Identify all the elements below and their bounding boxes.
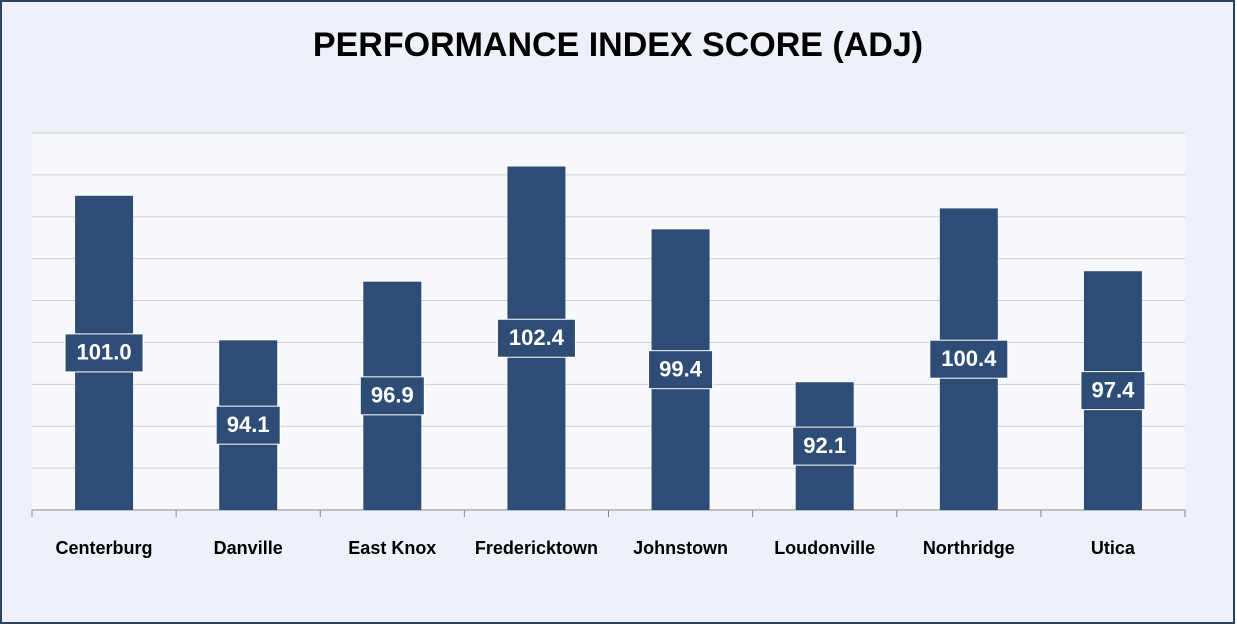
x-tick-label: Northridge (923, 538, 1015, 558)
data-label-box (64, 333, 144, 373)
x-tick-label: Centerburg (56, 538, 153, 558)
x-tick-label: East Knox (348, 538, 436, 558)
data-label-box (929, 339, 1009, 379)
chart-title: PERFORMANCE INDEX SCORE (ADJ) (313, 26, 923, 64)
data-label-box (1080, 371, 1146, 411)
data-label-box (496, 318, 576, 358)
x-tick-label: Utica (1091, 538, 1136, 558)
plot-area (32, 133, 1185, 510)
data-label: 94.1 (227, 412, 270, 437)
data-label: 101.0 (77, 340, 132, 365)
data-label-box (648, 350, 714, 390)
x-tick-label: Danville (214, 538, 283, 558)
data-label-box (359, 376, 425, 416)
data-label: 96.9 (371, 383, 414, 408)
data-label: 92.1 (803, 433, 846, 458)
x-tick-label: Fredericktown (475, 538, 598, 558)
data-label: 97.4 (1092, 377, 1136, 402)
x-tick-label: Loudonville (774, 538, 875, 558)
x-tick-label: Johnstown (633, 538, 728, 558)
data-label-box (215, 405, 281, 445)
data-label-box (792, 426, 858, 466)
data-label: 102.4 (509, 325, 565, 350)
data-label: 100.4 (941, 346, 997, 371)
data-label: 99.4 (659, 356, 703, 381)
